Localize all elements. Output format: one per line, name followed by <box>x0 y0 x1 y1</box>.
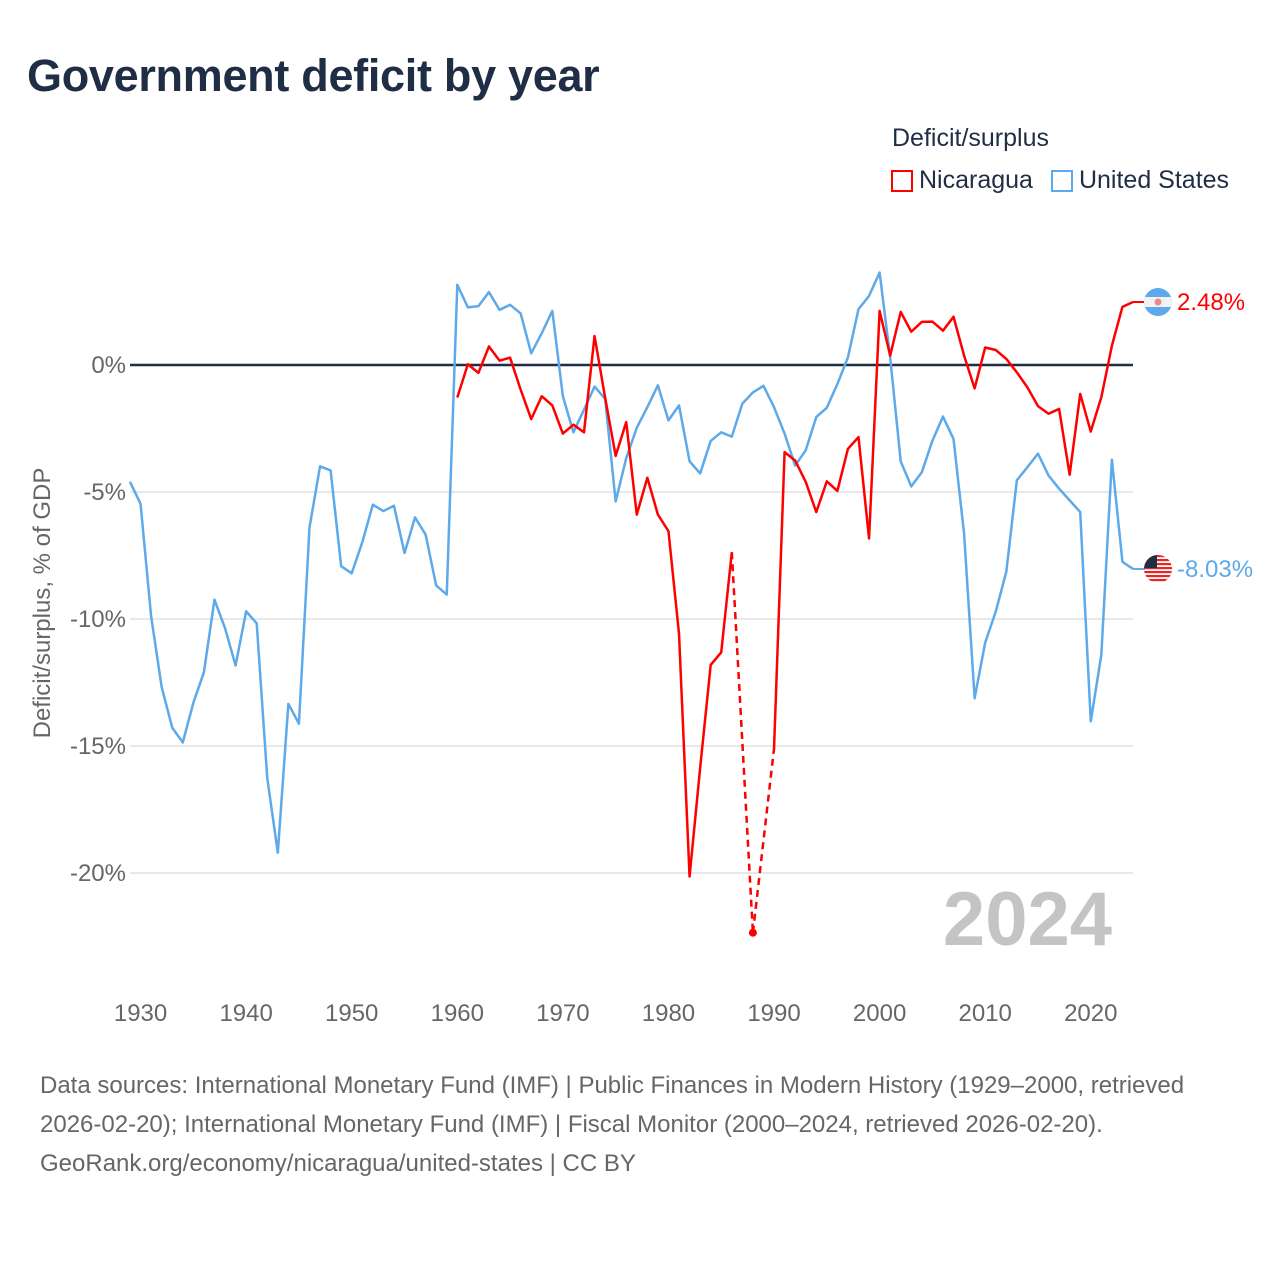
end-label-nicaragua: 2.48% <box>1177 289 1245 316</box>
x-tick-label: 1990 <box>747 1000 800 1027</box>
x-tick-label: 1980 <box>642 1000 695 1027</box>
y-tick-label: -15% <box>70 733 126 760</box>
y-tick-label: -10% <box>70 606 126 633</box>
x-tick-label: 1970 <box>536 1000 589 1027</box>
legend-label-nicaragua: Nicaragua <box>919 166 1033 194</box>
footer: Data sources: International Monetary Fun… <box>40 1066 1240 1183</box>
legend-swatch-nicaragua <box>891 169 913 192</box>
legend-item-nicaragua[interactable]: Nicaragua <box>891 166 1033 195</box>
legend-label-united-states: United States <box>1078 166 1230 194</box>
series-line-nicaragua <box>772 300 1134 749</box>
x-tick-label: 1930 <box>114 1000 167 1027</box>
credit-link[interactable]: GeoRank.org/economy/nicaragua/united-sta… <box>40 1150 636 1177</box>
data-sources: Data sources: International Monetary Fun… <box>40 1072 1185 1138</box>
x-tick-label: 2020 <box>1064 1000 1117 1027</box>
legend-item-united-states[interactable]: United States <box>1050 166 1230 195</box>
y-tick-label: -20% <box>70 860 126 887</box>
x-tick-label: 1950 <box>325 1000 378 1027</box>
legend-title: Deficit/surplus <box>892 124 1049 152</box>
nicaragua-flag-icon <box>1144 288 1172 317</box>
gap-line-nicaragua <box>751 748 776 933</box>
y-axis-label: Deficit/surplus, % of GDP <box>29 468 56 739</box>
year-watermark: 2024 <box>943 877 1112 962</box>
y-tick-label: 0% <box>91 352 126 379</box>
y-tick-label: -5% <box>83 479 126 506</box>
page-title: Government deficit by year <box>27 50 600 101</box>
end-label-united-states: -8.03% <box>1177 556 1253 583</box>
x-tick-label: 2010 <box>958 1000 1011 1027</box>
x-tick-label: 2000 <box>853 1000 906 1027</box>
legend: Nicaragua United States <box>891 166 1229 195</box>
gap-line-nicaragua <box>730 552 755 933</box>
legend-swatch-united-states <box>1050 169 1073 192</box>
x-tick-label: 1940 <box>219 1000 272 1027</box>
series-line-united-states <box>128 271 1134 854</box>
series-line-nicaragua <box>456 334 734 878</box>
us-flag-icon <box>1144 554 1172 582</box>
chart: 0% -5% -10% -15% -20% 1930 1940 1950 1960 1970 198… <box>29 271 1253 1027</box>
x-tick-label: 1960 <box>431 1000 484 1027</box>
